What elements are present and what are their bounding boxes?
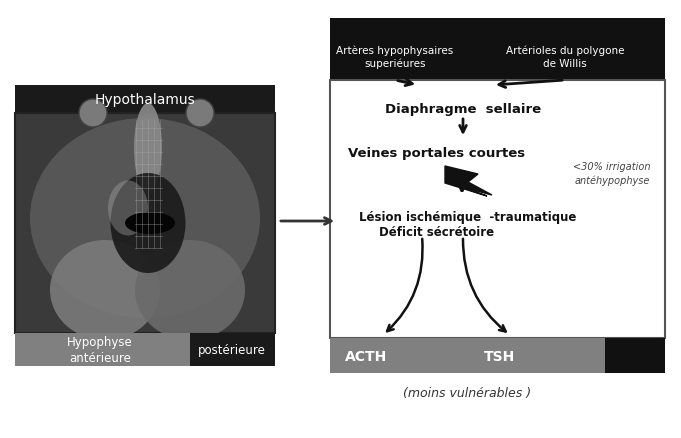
Bar <box>15 86 275 114</box>
Bar <box>190 333 275 366</box>
Text: Hypothalamus: Hypothalamus <box>95 93 195 107</box>
Bar <box>330 81 665 338</box>
Ellipse shape <box>125 212 175 234</box>
Ellipse shape <box>50 240 160 340</box>
Text: TSH: TSH <box>484 349 516 363</box>
Ellipse shape <box>79 100 107 128</box>
Ellipse shape <box>108 181 148 236</box>
Text: Déficit sécrétoire: Déficit sécrétoire <box>379 225 494 238</box>
Ellipse shape <box>135 240 245 340</box>
Text: Artérioles du polygone
de Willis: Artérioles du polygone de Willis <box>506 45 624 68</box>
Text: postérieure: postérieure <box>198 344 266 357</box>
Text: Veines portales courtes: Veines portales courtes <box>349 147 526 160</box>
Ellipse shape <box>30 119 260 318</box>
Bar <box>330 338 605 373</box>
Text: Hypophyse
antérieure: Hypophyse antérieure <box>67 336 133 365</box>
Polygon shape <box>445 166 492 197</box>
Text: ACTH: ACTH <box>345 349 387 363</box>
Text: (moins vulnérables ): (moins vulnérables ) <box>403 387 531 399</box>
Bar <box>330 19 665 81</box>
Ellipse shape <box>110 173 185 273</box>
Text: Diaphragme  sellaire: Diaphragme sellaire <box>385 102 541 115</box>
Bar <box>15 114 275 333</box>
Bar <box>605 338 665 373</box>
Ellipse shape <box>134 104 162 194</box>
Text: Lésion ischémique  -traumatique: Lésion ischémique -traumatique <box>360 210 577 223</box>
Text: <30% irrigation
antéhypophyse: <30% irrigation antéhypophyse <box>573 162 651 185</box>
Text: MECANISME  DE NECROSE: MECANISME DE NECROSE <box>368 17 612 35</box>
Ellipse shape <box>186 100 214 128</box>
Text: Artères hypophysaires
superiéures: Artères hypophysaires superiéures <box>336 45 454 69</box>
Bar <box>15 333 190 366</box>
